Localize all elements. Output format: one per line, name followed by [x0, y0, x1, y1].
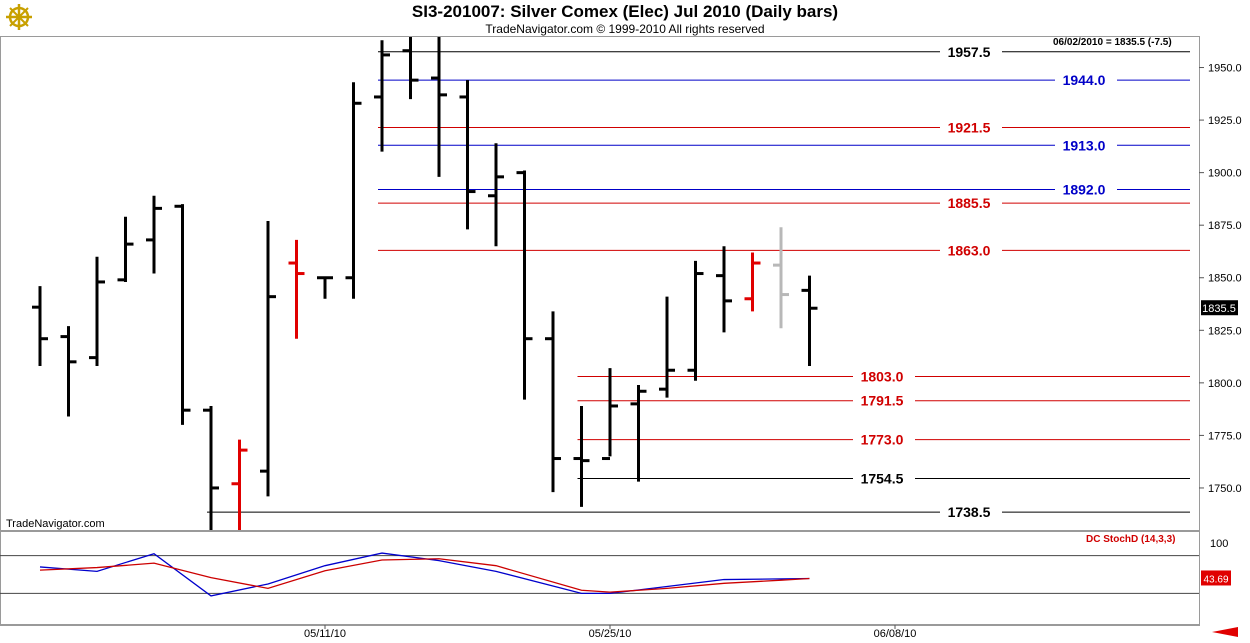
y-tick-label: 1800.0 — [1208, 378, 1242, 390]
level-label: 1892.0 — [1063, 181, 1106, 197]
y-tick-label: 1850.0 — [1208, 273, 1242, 285]
ohlc-bar — [402, 37, 419, 100]
level-label-bg — [940, 42, 1002, 61]
ohlc-bar — [573, 405, 590, 507]
scroll-left-arrow-icon[interactable] — [1212, 627, 1238, 637]
level-label-bg — [940, 241, 1002, 260]
ohlc-bar — [203, 405, 219, 530]
y-tick-label: 1750.0 — [1208, 483, 1242, 495]
ohlc-bar — [260, 220, 276, 497]
y-tick-label: 1900.0 — [1208, 168, 1242, 180]
level-label: 1738.5 — [948, 504, 991, 520]
level-label: 1863.0 — [948, 242, 991, 258]
ohlc-bar — [431, 37, 447, 177]
oscillator-last-label: 43.69 — [1203, 574, 1228, 585]
level-label: 1803.0 — [861, 369, 904, 385]
last-price-status: 06/02/2010 = 1835.5 (-7.5) — [1053, 37, 1172, 48]
ohlc-bar — [174, 204, 191, 425]
level-label: 1773.0 — [861, 432, 904, 448]
level-label-bg — [1055, 71, 1117, 90]
oscillator-axis: 1005043.69 — [1201, 538, 1231, 586]
level-label: 1754.5 — [861, 470, 904, 486]
level-label-bg — [1055, 136, 1117, 155]
ohlc-bar — [602, 368, 618, 461]
ohlc-bar — [345, 82, 362, 299]
source-label: TradeNavigator.com — [6, 518, 105, 530]
level-label-bg — [853, 367, 915, 386]
ohlc-bar — [60, 326, 77, 417]
ohlc-bar — [32, 286, 48, 367]
level-label: 1791.5 — [861, 393, 904, 409]
oscillator-title: DC StochD (14,3,3) — [1086, 534, 1176, 545]
chart-title: SI3-201007: Silver Comex (Elec) Jul 2010… — [411, 2, 839, 21]
last-price-label: 1835.5 — [1202, 303, 1236, 315]
level-label: 1913.0 — [1063, 137, 1106, 153]
trade-navigator-logo-icon — [2, 2, 36, 34]
ohlc-bar — [687, 260, 704, 381]
ohlc-bar — [117, 216, 134, 282]
oscillator-last-tag — [1201, 570, 1231, 586]
level-label-bg — [940, 194, 1002, 213]
level-label-bg — [940, 118, 1002, 137]
ohlc-bar — [488, 143, 504, 247]
price-axis: 1750.0 1775.0 1800.0 1825.0 1850.0 1875.0 1900… — [1199, 63, 1242, 495]
y-tick-label: 1925.0 — [1208, 115, 1242, 127]
ohlc-bar — [317, 276, 333, 299]
ohlc-bar — [459, 80, 476, 230]
ohlc-bar — [773, 227, 789, 329]
x-tick-label: 05/25/10 — [589, 628, 632, 640]
level-label: 1944.0 — [1063, 72, 1106, 88]
oscillator-guides — [0, 555, 1199, 594]
price-bars — [32, 37, 818, 530]
ohlc-bar — [288, 239, 305, 339]
oscillator-panel-frame — [0, 531, 1200, 625]
ohlc-bar — [630, 384, 647, 482]
level-label: 1921.5 — [948, 119, 991, 135]
ohlc-bar — [716, 246, 732, 333]
y-tick-label: 1825.0 — [1208, 325, 1242, 337]
oscillator-lines — [39, 552, 810, 597]
ohlc-bar — [744, 252, 761, 312]
level-label-bg — [853, 430, 915, 449]
level-label-bg — [853, 469, 915, 488]
level-label-bg — [940, 503, 1002, 522]
ohlc-bar — [146, 195, 162, 274]
stoch-d-line — [39, 558, 810, 593]
level-label-bg — [1055, 180, 1117, 199]
y-tick-label: 1775.0 — [1208, 430, 1242, 442]
ohlc-bar — [89, 256, 105, 367]
ohlc-bar — [659, 296, 675, 398]
level-label: 1957.5 — [948, 44, 991, 60]
ohlc-bar — [231, 439, 248, 530]
level-label-bg — [853, 391, 915, 410]
y-tick-label: 1950.0 — [1208, 63, 1242, 75]
ohlc-bar — [516, 170, 533, 400]
price-levels: 1957.5 1944.0 1921.5 1913.0 1892.0 1885.5 1863… — [207, 42, 1190, 522]
ohlc-bar — [545, 311, 561, 493]
y-tick-label: 1875.0 — [1208, 220, 1242, 232]
last-price-tag — [1201, 300, 1238, 316]
level-label: 1885.5 — [948, 195, 991, 211]
x-tick-label: 06/08/10 — [874, 628, 917, 640]
x-tick-label: 05/11/10 — [304, 628, 346, 640]
chart-subtitle: TradeNavigator.com © 1999-2010 All right… — [485, 22, 765, 36]
ohlc-bar — [801, 275, 818, 367]
price-panel-frame — [0, 36, 1200, 531]
oscillator-tick-label: 100 — [1210, 538, 1228, 550]
ohlc-bar — [374, 40, 390, 152]
date-axis: 05/11/10 05/25/10 06/08/10 — [304, 625, 916, 640]
